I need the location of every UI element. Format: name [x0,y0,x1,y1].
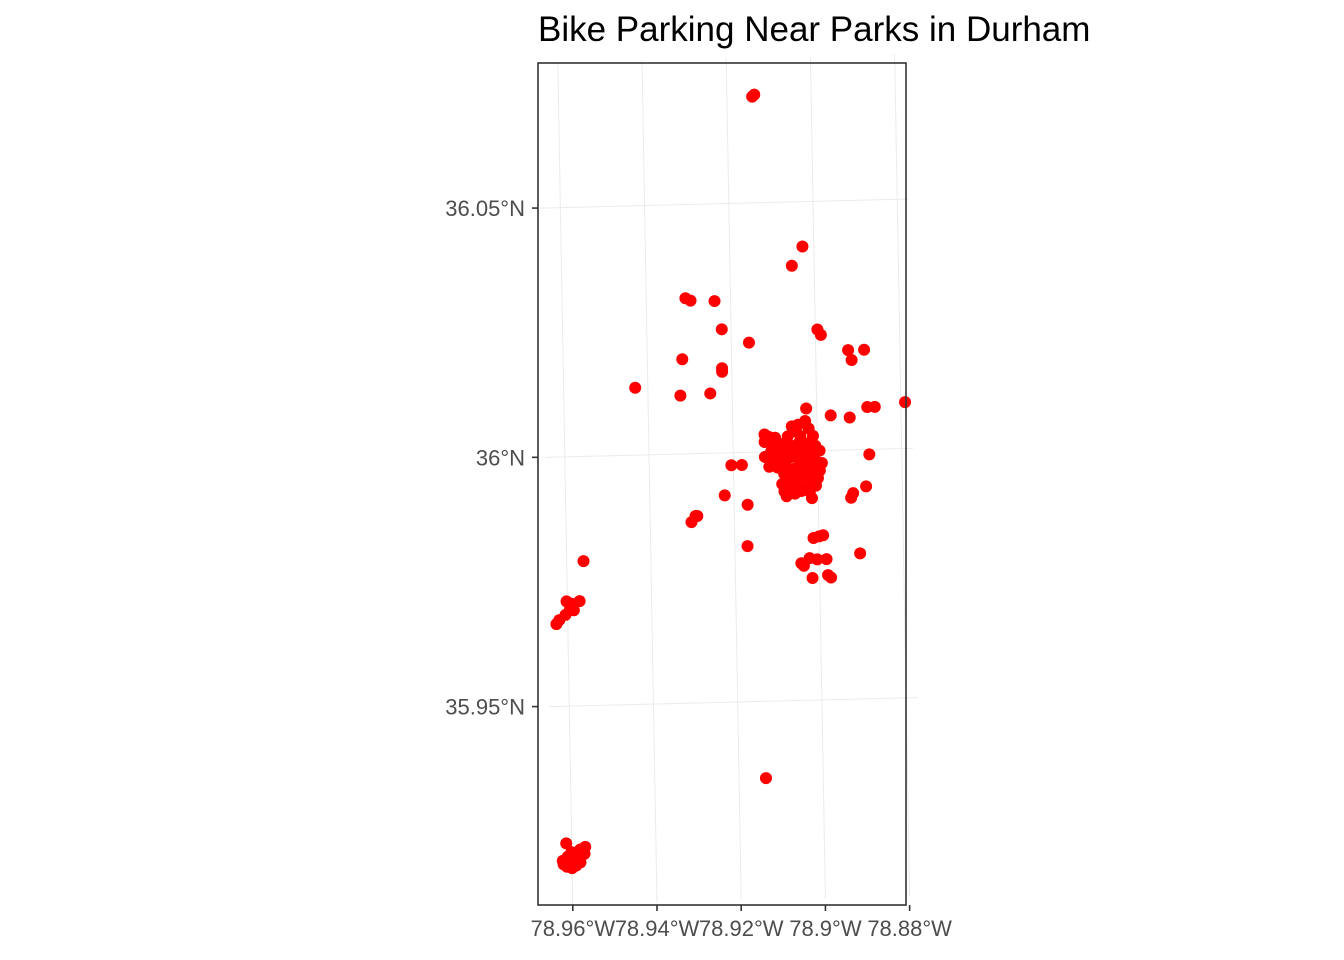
x-tick-label: 78.96°W [530,916,615,941]
plot-panel [537,62,907,906]
gridline-x-0 [557,62,574,905]
data-points [550,88,912,875]
gridline-y-0 [549,697,918,708]
gridline-y-2 [540,198,909,209]
gridline-x-4 [894,54,911,897]
data-point [811,553,824,566]
data-point [868,400,881,413]
data-point [715,323,728,336]
data-point [796,240,809,253]
data-point [550,618,563,631]
data-point [843,411,856,424]
data-point [691,509,704,522]
chart-title: Bike Parking Near Parks in Durham [538,10,1090,49]
data-point [814,328,827,341]
gridline-x-1 [641,60,658,903]
data-point [704,387,717,400]
data-point [789,487,802,500]
data-point [825,571,838,584]
data-point [845,354,858,367]
data-point [578,847,591,860]
data-point [725,459,738,472]
gridline-x-2 [725,58,742,901]
data-point [676,353,689,366]
data-point [748,88,761,101]
data-point [824,409,837,422]
data-point [863,448,876,461]
data-point [577,555,590,568]
data-point [820,553,833,566]
data-point [785,259,798,272]
data-point [629,381,642,394]
data-point [742,336,755,349]
data-point [807,532,820,545]
axes: 78.96°W 78.94°W 78.92°W 78.9°W 78.88°W 35.95°… [445,196,952,941]
x-tick-label: 78.94°W [615,916,700,941]
data-point [842,344,855,357]
data-point [674,389,687,402]
data-point [741,540,754,553]
data-point [684,294,697,307]
data-point [805,492,818,505]
grid-lines [540,54,918,905]
data-point [718,489,731,502]
data-point [735,458,748,471]
y-tick-label: 36.05°N [445,196,525,221]
data-point [741,498,754,511]
data-point [899,396,912,409]
data-point [854,547,867,560]
data-point [806,571,819,584]
gridline-y-1 [545,447,914,458]
data-point [845,491,858,504]
data-point [560,837,573,850]
data-point [800,402,813,415]
x-tick-label: 78.92°W [699,916,784,941]
y-tick-label: 35.95°N [445,695,525,720]
data-point [716,365,729,378]
x-tick-label: 78.88°W [867,916,952,941]
data-point [860,480,873,493]
data-point [759,772,772,785]
data-point [797,559,810,572]
data-point [708,295,721,308]
x-tick-label: 78.9°W [789,916,862,941]
y-tick-label: 36°N [476,445,525,470]
data-point [858,343,871,356]
